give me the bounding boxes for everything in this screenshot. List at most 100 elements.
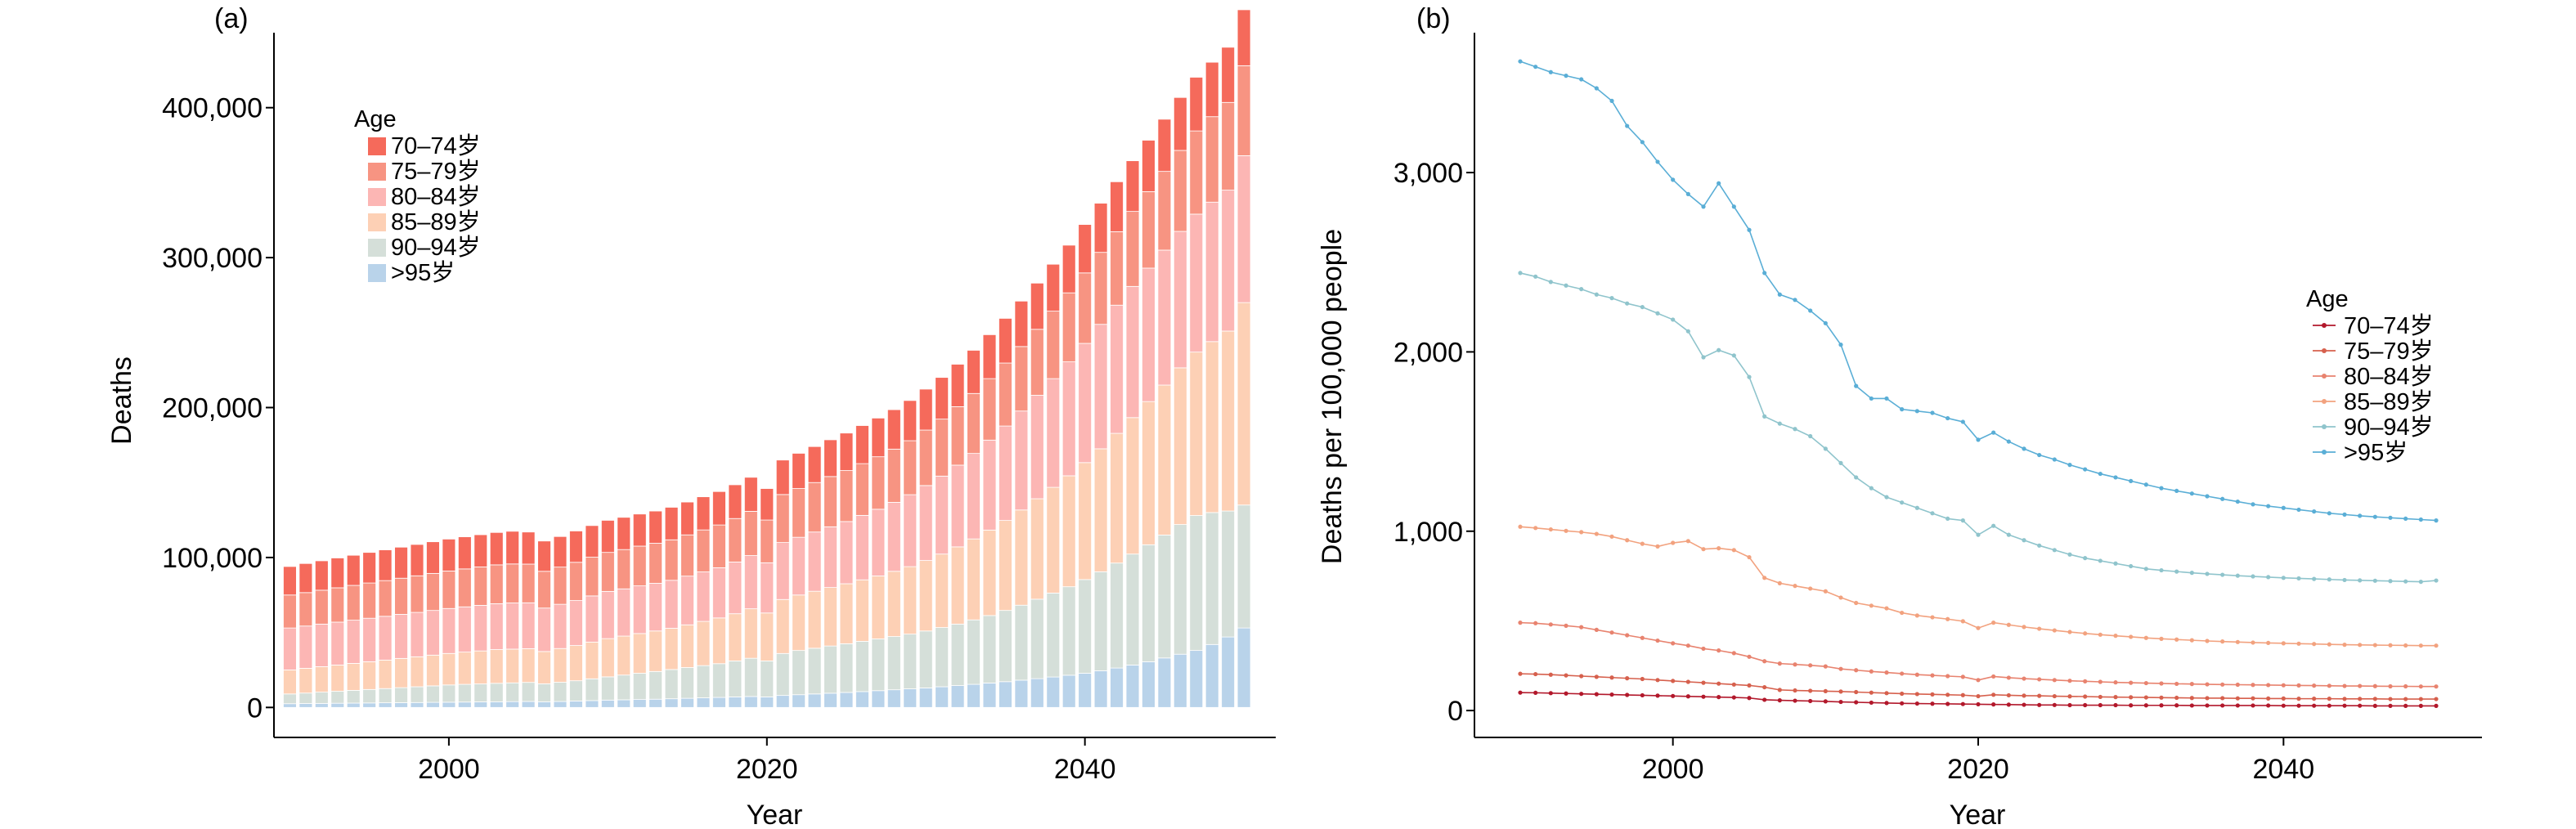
bar-segment-85-89-2008 (569, 645, 583, 682)
point-70-74-1995 (1594, 692, 1599, 697)
point-85-89-2018 (1945, 616, 1950, 621)
panel-a-bars (283, 9, 1251, 708)
bar-segment-85-89-2024 (824, 587, 837, 647)
point-gt95-2017 (1930, 410, 1935, 415)
point-80-84-2050 (2434, 684, 2439, 689)
point-75-79-2044 (2342, 697, 2347, 701)
point-90-94-2006 (1762, 414, 1767, 419)
point-90-94-2003 (1717, 347, 1721, 352)
bar-segment-70-74-2024 (824, 439, 837, 477)
point-90-94-2014 (1884, 495, 1889, 500)
bar-segment-70-74-2002 (473, 534, 488, 567)
point-85-89-2038 (2251, 640, 2255, 645)
panel-a-legend-title: Age (354, 106, 397, 132)
point-75-79-2045 (2358, 697, 2363, 701)
point-gt95-1992 (1548, 69, 1553, 74)
bar-segment-gt95-2043 (1125, 665, 1140, 708)
bar-segment-75-79-2036 (1014, 346, 1029, 412)
bar-segment-85-89-2012 (632, 633, 647, 674)
point-75-79-1992 (1548, 672, 1553, 677)
panel-b-y-tick-label: 3,000 (1393, 158, 1463, 189)
point-85-89-2037 (2235, 639, 2240, 644)
bar-segment-80-84-2008 (569, 600, 583, 646)
panel-a-y-tick-label: 200,000 (162, 393, 263, 424)
point-gt95-2008 (1793, 298, 1797, 302)
bar-segment-70-74-2046 (1173, 96, 1187, 151)
bar-segment-90-94-2001 (457, 683, 472, 703)
point-80-84-2010 (1823, 664, 1828, 669)
bar-segment-75-79-2012 (632, 545, 647, 586)
point-80-84-2047 (2388, 683, 2393, 689)
point-gt95-2046 (2372, 514, 2377, 519)
point-75-79-2006 (1762, 684, 1767, 690)
point-75-79-2041 (2296, 697, 2301, 701)
panel-a-x-tick-label: 2040 (1054, 754, 1116, 785)
bar-segment-75-79-2045 (1157, 171, 1172, 251)
bar-segment-75-79-2037 (1030, 329, 1044, 396)
point-80-84-2021 (1991, 674, 1996, 679)
point-gt95-2023 (2022, 446, 2026, 451)
bar-segment-90-94-2020 (760, 661, 774, 697)
bar-segment-85-89-2035 (999, 520, 1012, 612)
point-75-79-2033 (2174, 695, 2179, 701)
point-70-74-2012 (1854, 700, 1859, 705)
point-80-84-2001 (1685, 643, 1690, 648)
bar-segment-70-74-2050 (1236, 9, 1251, 66)
point-75-79-2038 (2251, 696, 2255, 701)
point-90-94-2036 (2220, 572, 2225, 577)
point-gt95-2037 (2235, 499, 2240, 504)
point-85-89-2031 (2143, 635, 2148, 640)
point-85-89-2012 (1854, 600, 1859, 606)
point-90-94-1998 (1640, 304, 1645, 310)
bar-segment-80-84-2033 (967, 453, 981, 540)
bar-segment-90-94-2033 (967, 619, 981, 685)
bar-segment-80-84-2042 (1110, 304, 1124, 434)
bar-segment-85-89-1997 (394, 657, 408, 688)
point-80-84-2017 (1930, 673, 1935, 678)
bar-segment-85-89-2004 (505, 648, 520, 683)
bar-segment-85-89-2032 (950, 546, 965, 625)
bar-segment-75-79-1998 (410, 575, 424, 613)
point-85-89-2040 (2281, 641, 2286, 646)
point-75-79-2018 (1945, 692, 1950, 697)
bar-segment-75-79-2002 (473, 567, 488, 606)
bar-segment-gt95-2024 (824, 692, 837, 708)
point-gt95-1996 (1609, 98, 1614, 103)
bar-segment-90-94-2039 (1061, 586, 1076, 676)
point-90-94-2010 (1823, 446, 1828, 451)
point-85-89-2049 (2418, 643, 2423, 648)
bar-segment-75-79-2043 (1125, 211, 1140, 287)
point-70-74-2013 (1869, 700, 1874, 706)
bar-segment-85-89-2007 (553, 648, 568, 683)
panel-b-label: (b) (1416, 3, 1451, 34)
point-85-89-2050 (2434, 643, 2439, 648)
point-gt95-2033 (2174, 488, 2179, 494)
bar-segment-80-84-2041 (1093, 324, 1108, 450)
panel-b-x-tick-label: 2000 (1642, 754, 1704, 785)
legend-marker-gt95 (2322, 450, 2327, 455)
point-70-74-2001 (1685, 694, 1690, 699)
point-gt95-2021 (1991, 430, 1996, 435)
bar-segment-75-79-2048 (1205, 116, 1219, 203)
point-75-79-2046 (2372, 697, 2377, 701)
bar-segment-80-84-2007 (553, 603, 568, 649)
point-80-84-2011 (1838, 666, 1843, 671)
point-90-94-2005 (1747, 374, 1752, 379)
point-90-94-2008 (1793, 427, 1797, 432)
bar-segment-90-94-2026 (855, 641, 869, 692)
panel-b-x-tick-label: 2040 (2253, 754, 2315, 785)
bar-segment-85-89-1999 (426, 654, 440, 687)
bar-segment-75-79-1990 (283, 594, 297, 629)
point-gt95-2030 (2129, 478, 2134, 483)
point-90-94-1994 (1579, 287, 1584, 292)
bar-segment-85-89-1994 (346, 663, 361, 691)
point-80-84-1992 (1548, 622, 1553, 627)
point-gt95-1994 (1579, 77, 1584, 82)
point-gt95-2029 (2113, 475, 2118, 480)
bar-segment-75-79-2009 (585, 557, 599, 597)
point-85-89-2036 (2220, 639, 2225, 644)
point-80-84-1997 (1625, 633, 1630, 638)
bar-segment-85-89-2042 (1110, 432, 1124, 564)
bar-segment-75-79-1996 (378, 580, 393, 617)
